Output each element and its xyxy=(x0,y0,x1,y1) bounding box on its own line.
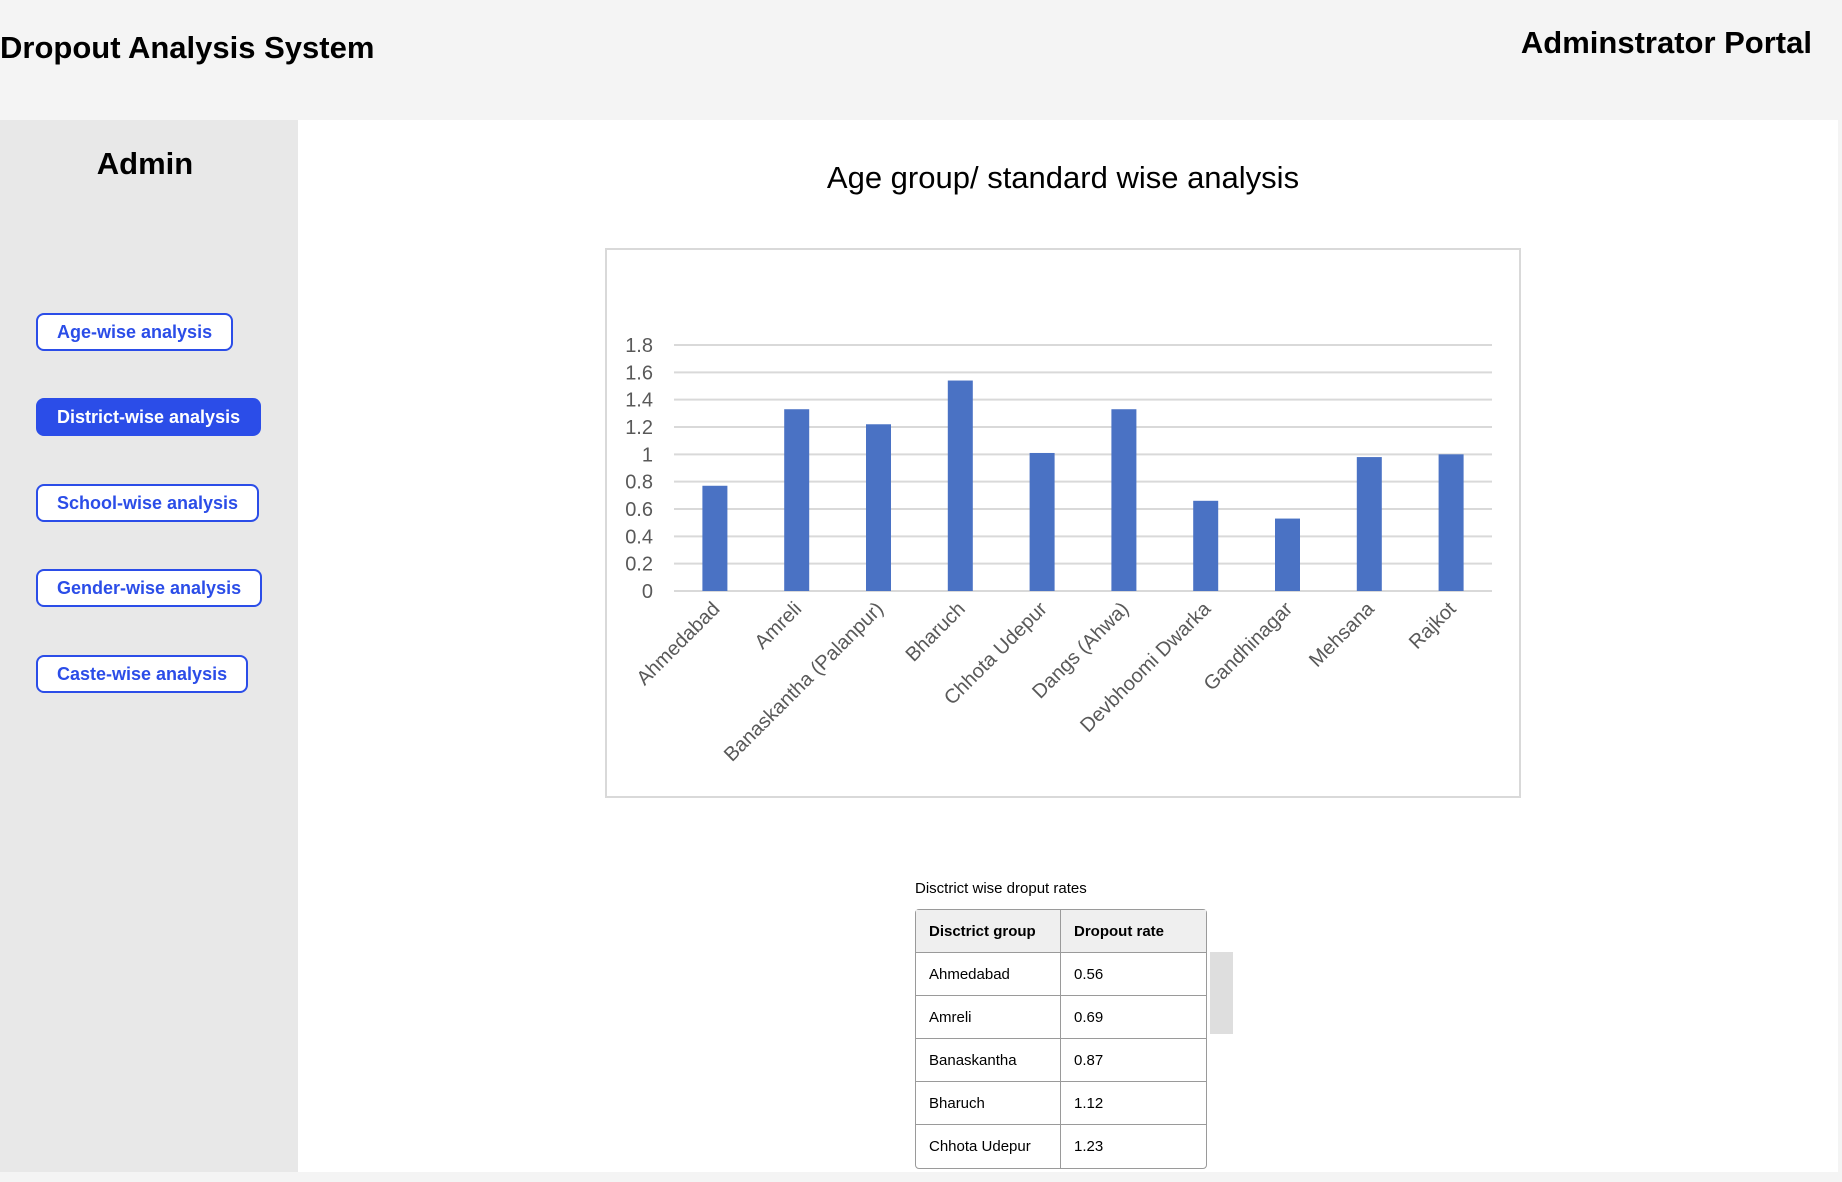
x-tick-label: Gandhinagar xyxy=(1200,598,1298,696)
chart-bar xyxy=(947,380,973,591)
table-cell-rate: 0.56 xyxy=(1061,953,1206,996)
table-cell-district: Bharuch xyxy=(916,1082,1061,1125)
sidebar-heading: Admin xyxy=(96,146,194,181)
portal-title: Adminstrator Portal xyxy=(1520,25,1812,60)
x-tick-label: Mehsana xyxy=(1305,597,1379,671)
chart-bar xyxy=(1356,457,1382,591)
district-wise-analysis-button[interactable]: District-wise analysis xyxy=(36,398,262,436)
table-row: Amreli 0.69 xyxy=(916,996,1206,1039)
y-tick-label: 0 xyxy=(642,581,653,603)
sidebar: Admin Age-wise analysis District-wise an… xyxy=(0,120,298,1172)
caste-wise-analysis-button[interactable]: Caste-wise analysis xyxy=(36,655,249,693)
column-header-district: Disctrict group xyxy=(916,910,1061,953)
chart-bar xyxy=(784,409,810,591)
y-tick-label: 0.2 xyxy=(625,554,653,576)
y-tick-label: 1.8 xyxy=(625,335,653,357)
x-tick-label: Ahmedabad xyxy=(633,598,725,690)
y-tick-label: 0.6 xyxy=(625,499,653,521)
chart-bar xyxy=(702,485,728,591)
table-cell-district: Ahmedabad xyxy=(916,953,1061,996)
x-tick-label: Rajkot xyxy=(1405,598,1461,654)
chart-bar xyxy=(1111,409,1137,591)
header: Dropout Analysis System Adminstrator Por… xyxy=(0,0,1842,120)
table-cell-rate: 1.23 xyxy=(1074,1138,1104,1155)
table-cell-rate: 0.69 xyxy=(1061,996,1206,1039)
app-title: Dropout Analysis System xyxy=(0,30,375,65)
table-cell-rate: 1.12 xyxy=(1061,1082,1206,1125)
chart-bar xyxy=(1438,454,1464,591)
gender-wise-analysis-button[interactable]: Gender-wise analysis xyxy=(36,569,263,607)
table-cell-district: Chhota Udepur xyxy=(916,1125,1061,1168)
table-cell-district: Banaskantha xyxy=(916,1039,1061,1082)
table-header-row: Disctrict group Dropout rate xyxy=(916,910,1206,953)
y-tick-label: 1 xyxy=(642,444,653,466)
y-tick-label: 0.4 xyxy=(625,526,653,548)
chart-bar xyxy=(866,424,891,591)
x-tick-label: Amreli xyxy=(751,598,807,654)
page-title: Age group/ standard wise analysis xyxy=(826,160,1300,195)
table-row: Ahmedabad 0.56 xyxy=(916,953,1206,996)
main-content: Age group/ standard wise analysis 0 0.2 0.… xyxy=(298,120,1838,1172)
age-wise-analysis-button[interactable]: Age-wise analysis xyxy=(36,313,234,351)
chart-bar xyxy=(1275,518,1300,591)
x-tick-label: Bharuch xyxy=(902,598,970,666)
y-tick-label: 1.2 xyxy=(625,417,653,439)
table-row: Chhota Udepur 1.23 xyxy=(916,1125,1206,1168)
chart-bar xyxy=(1029,452,1055,591)
table-shadow xyxy=(1210,952,1233,1034)
school-wise-analysis-button[interactable]: School-wise analysis xyxy=(36,484,260,522)
y-tick-label: 1.6 xyxy=(625,362,653,384)
y-tick-label: 1.4 xyxy=(625,390,653,412)
column-header-dropout-rate: Dropout rate xyxy=(1061,910,1206,953)
table-caption: Disctrict wise droput rates xyxy=(915,880,1087,897)
table-row: Banaskantha 0.87 xyxy=(916,1039,1206,1082)
chart-container: 0 0.2 0.4 0.6 0.8 1 1.2 1.4 1.6 1.8 Ahmedabad Amrel… xyxy=(605,248,1521,798)
dropout-rates-table: Disctrict group Dropout rate Ahmedabad 0… xyxy=(915,909,1207,1169)
x-tick-label: Banaskantha (Palanpur) xyxy=(720,598,888,766)
table-row: Bharuch 1.12 xyxy=(916,1082,1206,1125)
table-cell-rate: 0.87 xyxy=(1061,1039,1206,1082)
table-cell-district: Amreli xyxy=(916,996,1061,1039)
chart-bar xyxy=(1193,500,1219,591)
y-tick-label: 0.8 xyxy=(625,472,653,494)
bar-chart: 0 0.2 0.4 0.6 0.8 1 1.2 1.4 1.6 1.8 Ahmedabad Amrel… xyxy=(625,335,1492,766)
